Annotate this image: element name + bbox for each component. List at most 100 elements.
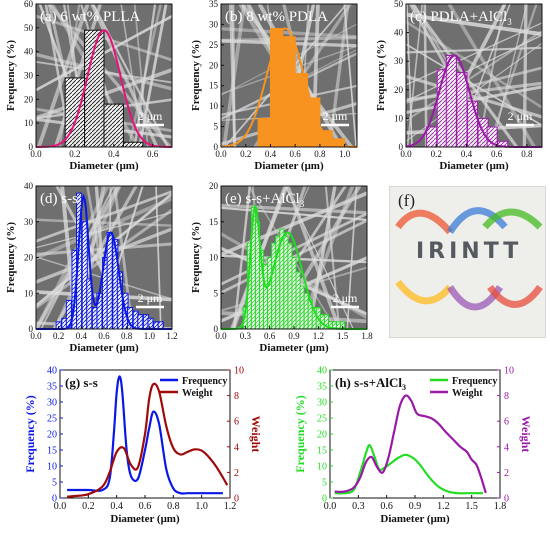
- y-tick-label: 10: [24, 288, 34, 298]
- x-tick-label: 1.0: [339, 149, 351, 159]
- y-tick-label: 50: [24, 23, 34, 33]
- y-tick-label: 0: [29, 142, 34, 152]
- y-tick-label: 20: [317, 430, 327, 441]
- x-tick-label: 1.8: [361, 331, 373, 341]
- x-tick-label: 1.2: [224, 501, 237, 512]
- sem-fiber: [155, 185, 162, 330]
- x-tick-label: 0.2: [431, 149, 442, 159]
- y-axis-label: Frequency (%): [375, 40, 387, 111]
- x-tick-label: 0.8: [121, 331, 133, 341]
- y-tick-label: 10: [317, 462, 327, 473]
- x-tick-label: 0.2: [82, 501, 95, 512]
- x-axis-label: Diameter (μm): [69, 160, 139, 172]
- x-tick-label: 0.8: [167, 501, 180, 512]
- histogram-bar: [157, 321, 164, 330]
- y-tick-label: 40: [394, 28, 404, 38]
- histogram-bar: [466, 100, 479, 148]
- y-tick-label: 50: [394, 0, 404, 9]
- legend-label: Frequency: [452, 376, 497, 387]
- y-tick-label: 25: [209, 40, 219, 50]
- sem-fiber: [487, 3, 538, 148]
- panel-title: (h) s-s+AlCl3: [335, 375, 406, 392]
- y2-axis-label: Weight: [519, 416, 533, 453]
- panel-title-subscript: 3: [507, 17, 512, 27]
- y2-tick-label: 10: [234, 366, 244, 377]
- x-tick-label: 1.0: [195, 501, 208, 512]
- y-tick-label: 0: [29, 324, 34, 334]
- panel-a: 0.0 0.2 0.4 0.6 0 10 20 30 40 50 60 Diameter (μm) Fr…: [0, 0, 180, 175]
- x-tick-label: 1.2: [437, 501, 450, 512]
- x-tick-label: 0.3: [240, 331, 252, 341]
- sem-fiber: [35, 211, 173, 249]
- panel-g: 0.0 0.2 0.4 0.6 0.8 1.0 1.2 0 5 10 15 20 25 30 35 40 0 2 4…: [20, 362, 275, 537]
- y-tick-label: 15: [209, 81, 219, 91]
- panel-title: (g) s-s: [65, 375, 98, 390]
- x-tick-label: 0.4: [110, 501, 123, 512]
- y-tick-label: 35: [317, 382, 327, 393]
- y2-tick-label: 6: [504, 417, 509, 428]
- x-tick-label: 1.0: [144, 331, 156, 341]
- x-tick-label: 0.6: [264, 331, 276, 341]
- x-tick-label: 0.4: [76, 331, 88, 341]
- histogram-bar: [267, 257, 273, 330]
- x-tick-label: 0.4: [461, 149, 473, 159]
- y2-tick-label: 2: [504, 468, 509, 479]
- y-tick-label: 40: [317, 366, 327, 377]
- x-tick-label: 0.0: [30, 149, 42, 159]
- sem-fiber: [220, 206, 368, 221]
- y-tick-label: 40: [24, 47, 34, 57]
- x-tick-label: 0.4: [108, 149, 120, 159]
- x-tick-label: 0.2: [69, 149, 80, 159]
- sem-fiber: [405, 74, 543, 119]
- x-tick-label: 0.0: [324, 501, 337, 512]
- sem-fiber: [133, 3, 157, 148]
- histogram-bar: [122, 141, 144, 148]
- sem-fiber: [447, 3, 536, 148]
- sem-fiber: [35, 218, 173, 227]
- y-axis-label: Frequency (%): [5, 40, 17, 111]
- y-tick-label: 0: [399, 142, 404, 152]
- y-axis-label: Frequency (%): [5, 222, 17, 293]
- sem-fiber: [220, 219, 368, 294]
- x-axis-label: Diameter (μm): [69, 342, 139, 354]
- y-tick-label: 20: [24, 94, 34, 104]
- histogram-bar: [299, 285, 305, 330]
- x-tick-label: 0.0: [54, 501, 67, 512]
- y-tick-label: 20: [24, 253, 34, 263]
- y2-tick-label: 4: [234, 442, 239, 453]
- histogram-bar: [271, 242, 277, 330]
- x-tick-label: 0.6: [98, 331, 110, 341]
- series-line-frequency: [334, 444, 483, 495]
- y-axis-label: Frequency (%): [190, 222, 202, 293]
- histogram-bar: [263, 264, 269, 330]
- series-line-frequency: [67, 375, 223, 495]
- x-tick-label: 0.3: [352, 501, 365, 512]
- y-tick-label: 60: [24, 0, 34, 9]
- y-tick-label: 40: [47, 366, 57, 377]
- sem-fiber: [346, 185, 358, 330]
- rainbow-arcs-graphic: [395, 207, 543, 311]
- x-axis-label: Diameter (μm): [254, 160, 324, 172]
- sem-fiber: [522, 3, 528, 148]
- sem-fiber: [35, 190, 173, 243]
- y-tick-label: 10: [24, 118, 34, 128]
- panel-title: (b) 8 wt% PDLA: [225, 9, 328, 25]
- y-tick-label: 5: [214, 122, 219, 132]
- fit-curve: [36, 29, 172, 148]
- y-tick-label: 25: [47, 414, 57, 425]
- y-tick-label: 15: [317, 446, 327, 457]
- x-tick-label: 0.6: [290, 149, 302, 159]
- y-tick-label: 30: [394, 56, 404, 66]
- y-tick-label: 30: [209, 19, 219, 29]
- histogram-bar: [103, 103, 124, 148]
- x-tick-label: 1.2: [166, 331, 177, 341]
- legend-label: Weight: [182, 388, 213, 399]
- x-tick-label: 0.9: [409, 501, 422, 512]
- x-tick-label: 0.6: [139, 501, 152, 512]
- histogram-bar: [269, 28, 284, 148]
- sem-fiber: [405, 30, 543, 122]
- x-tick-label: 0.0: [30, 331, 42, 341]
- x-tick-label: 0.0: [215, 149, 227, 159]
- panel-f-photo: (f) IRINTT: [389, 186, 546, 338]
- histogram-bar: [456, 72, 468, 148]
